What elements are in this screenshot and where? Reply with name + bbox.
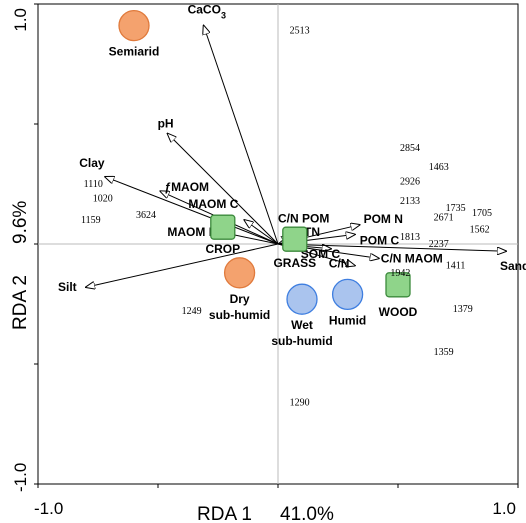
vector-sand [277, 243, 506, 251]
vector-label-ph: pH [158, 117, 174, 131]
site-label: 1813 [400, 232, 420, 243]
site-label: 1735 [446, 203, 466, 214]
vector-label-pom-c: POM C [360, 233, 400, 247]
vector-label-c-n: C/N [329, 257, 350, 271]
vector-label-silt: Silt [58, 280, 77, 294]
vector-label-subscript: 3 [221, 11, 226, 21]
climate-point-semiarid [118, 9, 150, 42]
site-label: 2926 [400, 177, 420, 188]
climate-point-dry-sub-humid [223, 257, 256, 289]
site-label: 1290 [290, 397, 310, 408]
vector-label-caco3: CaCO3 [188, 3, 226, 21]
vector-caco3 [204, 26, 279, 245]
x-tick-max: 1.0 [492, 499, 516, 518]
climate-layer: Semiarid Dry sub-humid Wet sub-humid Humid [109, 9, 366, 348]
site-label: 2854 [400, 143, 420, 154]
vector-label-maom-c: MAOM C [188, 197, 238, 211]
vector-ph [168, 134, 279, 245]
climate-label-dry-sub-humid: Dry [230, 292, 250, 306]
site-label: 1411 [446, 261, 466, 272]
land-use-label-crop: CROP [205, 242, 240, 256]
land-use-label-wood: WOOD [379, 305, 418, 319]
climate-point-humid [331, 278, 364, 311]
climate-label-wet-sub-humid: Wet [291, 318, 313, 332]
vector-label-tn: TN [304, 225, 320, 239]
site-label: 1159 [81, 215, 101, 226]
site-label: 1249 [182, 306, 202, 317]
site-label: 1942 [390, 268, 410, 279]
site-label: 1463 [429, 162, 449, 173]
x-axis-percent: 41.0% [280, 504, 334, 523]
y-axis-percent: 9.6% [10, 201, 31, 244]
site-label: 3624 [136, 210, 156, 221]
climate-label-dry-sub-humid: sub-humid [209, 308, 270, 322]
site-label: 2671 [434, 213, 454, 224]
site-label: 1562 [470, 225, 490, 236]
vector-label-c-n-maom: C/N MAOM [381, 251, 443, 265]
y-tick-min: -1.0 [11, 463, 30, 492]
land-use-layer: CROP GRASS WOOD [205, 214, 418, 319]
y-tick-max: 1.0 [11, 8, 30, 32]
vector-label-sand: Sand [500, 259, 526, 273]
land-use-point-crop [210, 214, 236, 240]
y-axis-label: RDA 2 [10, 275, 31, 330]
site-label: 2237 [429, 239, 449, 250]
vector-label-som-c: SOM C [301, 247, 341, 261]
land-use-point-wood [385, 272, 411, 298]
site-layer: 2513 2854 1463 2926 2133 1735 1705 2671 1562 1813… [81, 25, 492, 408]
site-label: 2513 [290, 25, 310, 36]
land-use-label-grass: GRASS [273, 256, 316, 270]
land-use-point-grass [282, 226, 308, 252]
vector-clay [105, 177, 279, 245]
climate-point-wet-sub-humid [286, 283, 318, 315]
axis-ticks [34, 3, 519, 488]
site-label: 1379 [453, 304, 473, 315]
x-axis-label: RDA 1 [197, 504, 252, 523]
vector-label-fmaom: ƒMAOM [164, 180, 209, 194]
climate-label-humid: Humid [329, 313, 366, 327]
site-label: 1110 [84, 179, 103, 190]
vector-label-clay: Clay [79, 156, 105, 170]
site-label: 1359 [434, 347, 454, 358]
site-label: 2133 [400, 196, 420, 207]
vector-maom-c [244, 220, 279, 245]
site-label: 1705 [472, 208, 492, 219]
vector-label-pom-n: POM N [364, 212, 403, 226]
climate-label-wet-sub-humid: sub-humid [271, 334, 332, 348]
site-label: 1020 [93, 193, 113, 204]
vector-silt [86, 243, 279, 287]
vector-label-maom-n: MAOM N [167, 225, 217, 239]
x-tick-min: -1.0 [34, 499, 63, 518]
vector-label-c-n-pom: C/N POM [278, 211, 329, 225]
climate-label-semiarid: Semiarid [109, 45, 160, 59]
